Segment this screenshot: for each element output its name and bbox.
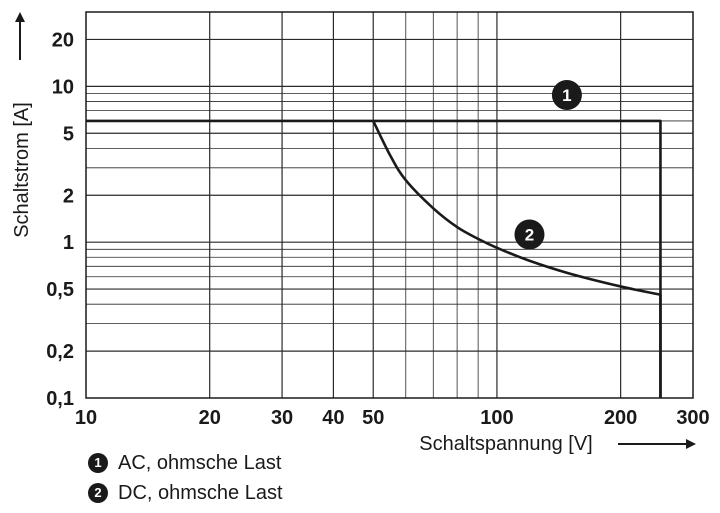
series-marker-2: [514, 219, 545, 250]
legend-label-ac: AC, ohmsche Last: [118, 452, 282, 474]
legend-marker-2: 2: [88, 483, 108, 503]
x-tick-label: 200: [604, 407, 637, 429]
x-tick-label: 300: [676, 407, 709, 429]
y-tick-label: 2: [63, 185, 74, 207]
series-marker-1: [551, 79, 582, 110]
series-marker-label-1: 1: [562, 86, 571, 105]
x-tick-label: 20: [199, 407, 221, 429]
grid: [86, 12, 693, 398]
legend-item-dc: 2 DC, ohmsche Last: [88, 478, 283, 508]
series-marker-label-2: 2: [525, 226, 534, 245]
legend-item-ac: 1 AC, ohmsche Last: [88, 448, 283, 478]
y-tick-label: 20: [52, 29, 74, 51]
x-tick-label: 30: [271, 407, 293, 429]
legend-marker-1: 1: [88, 453, 108, 473]
legend: 1 AC, ohmsche Last 2 DC, ohmsche Last: [88, 448, 283, 508]
y-tick-label: 5: [63, 123, 74, 145]
y-tick-label: 10: [52, 76, 74, 98]
x-tick-label: 100: [480, 407, 513, 429]
x-tick-label: 10: [75, 407, 97, 429]
y-tick-label: 0,2: [46, 341, 74, 363]
legend-label-dc: DC, ohmsche Last: [118, 482, 283, 504]
series-line-2: [372, 120, 662, 398]
y-tick-label: 0,5: [46, 279, 74, 301]
series-layer: 12: [86, 79, 662, 398]
x-tick-label: 40: [322, 407, 344, 429]
y-tick-label: 1: [63, 232, 74, 254]
x-axis-label: Schaltspannung [V]: [419, 433, 592, 455]
plot-frame: [85, 11, 694, 399]
y-tick-label: 0,1: [46, 388, 74, 410]
y-axis-label: Schaltstrom [A]: [11, 102, 33, 238]
x-tick-label: 50: [362, 407, 384, 429]
